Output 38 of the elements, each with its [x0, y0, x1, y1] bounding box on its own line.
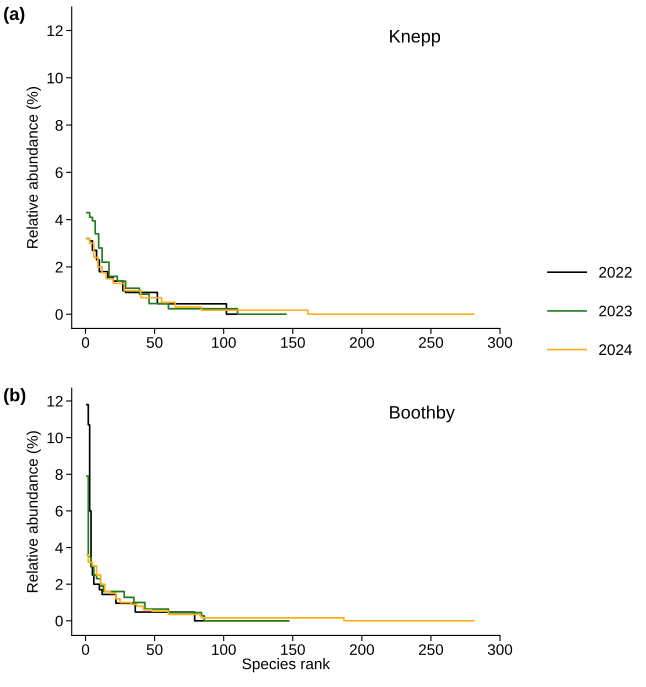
y-tick-label: 12: [48, 25, 63, 36]
annotation: Boothby: [390, 405, 455, 422]
chart-title: (a): [4, 6, 24, 24]
x-tick-label: 200: [350, 337, 374, 348]
x-tick-label: 100: [212, 644, 236, 656]
y-tick-label: 4: [55, 542, 63, 554]
x-tick-label: 250: [418, 644, 444, 656]
x-tick-label: 200: [350, 644, 374, 656]
x-tick-label: 50: [146, 337, 162, 348]
x-tick-label: 250: [418, 337, 444, 348]
annotation: Knepp: [390, 30, 440, 46]
y-tick-label: 6: [56, 506, 63, 517]
y-tick-label: 2: [56, 579, 63, 590]
y-axis-title: Relative abundance (%): [26, 431, 41, 592]
x-tick-label: 0: [82, 337, 90, 348]
legend-label: 2024: [599, 344, 632, 356]
legend-label: 2023: [599, 306, 632, 316]
y-tick-label: 8: [56, 469, 63, 480]
x-tick-label: 0: [82, 644, 90, 656]
x-tick-label: 300: [488, 644, 512, 656]
x-tick-label: 150: [281, 644, 305, 656]
x-axis-title: Species rank: [242, 658, 330, 672]
y-tick-label: 10: [48, 432, 63, 444]
y-tick-label: 2: [56, 262, 63, 272]
y-tick-label: 12: [48, 396, 63, 407]
x-tick-label: 50: [146, 644, 162, 656]
y-tick-label: 0: [55, 309, 63, 320]
legend-label: 2022: [599, 266, 632, 278]
y-tick-label: 8: [56, 120, 63, 131]
x-tick-label: 100: [212, 337, 236, 348]
y-axis-title: Relative abundance (%): [26, 87, 41, 248]
y-tick-label: 10: [48, 72, 63, 84]
y-tick-label: 0: [55, 616, 63, 627]
y-tick-label: 4: [55, 214, 63, 226]
x-tick-label: 150: [281, 337, 305, 348]
x-tick-label: 300: [488, 337, 512, 348]
y-tick-label: 6: [56, 167, 63, 178]
chart-title: (b): [4, 388, 26, 405]
